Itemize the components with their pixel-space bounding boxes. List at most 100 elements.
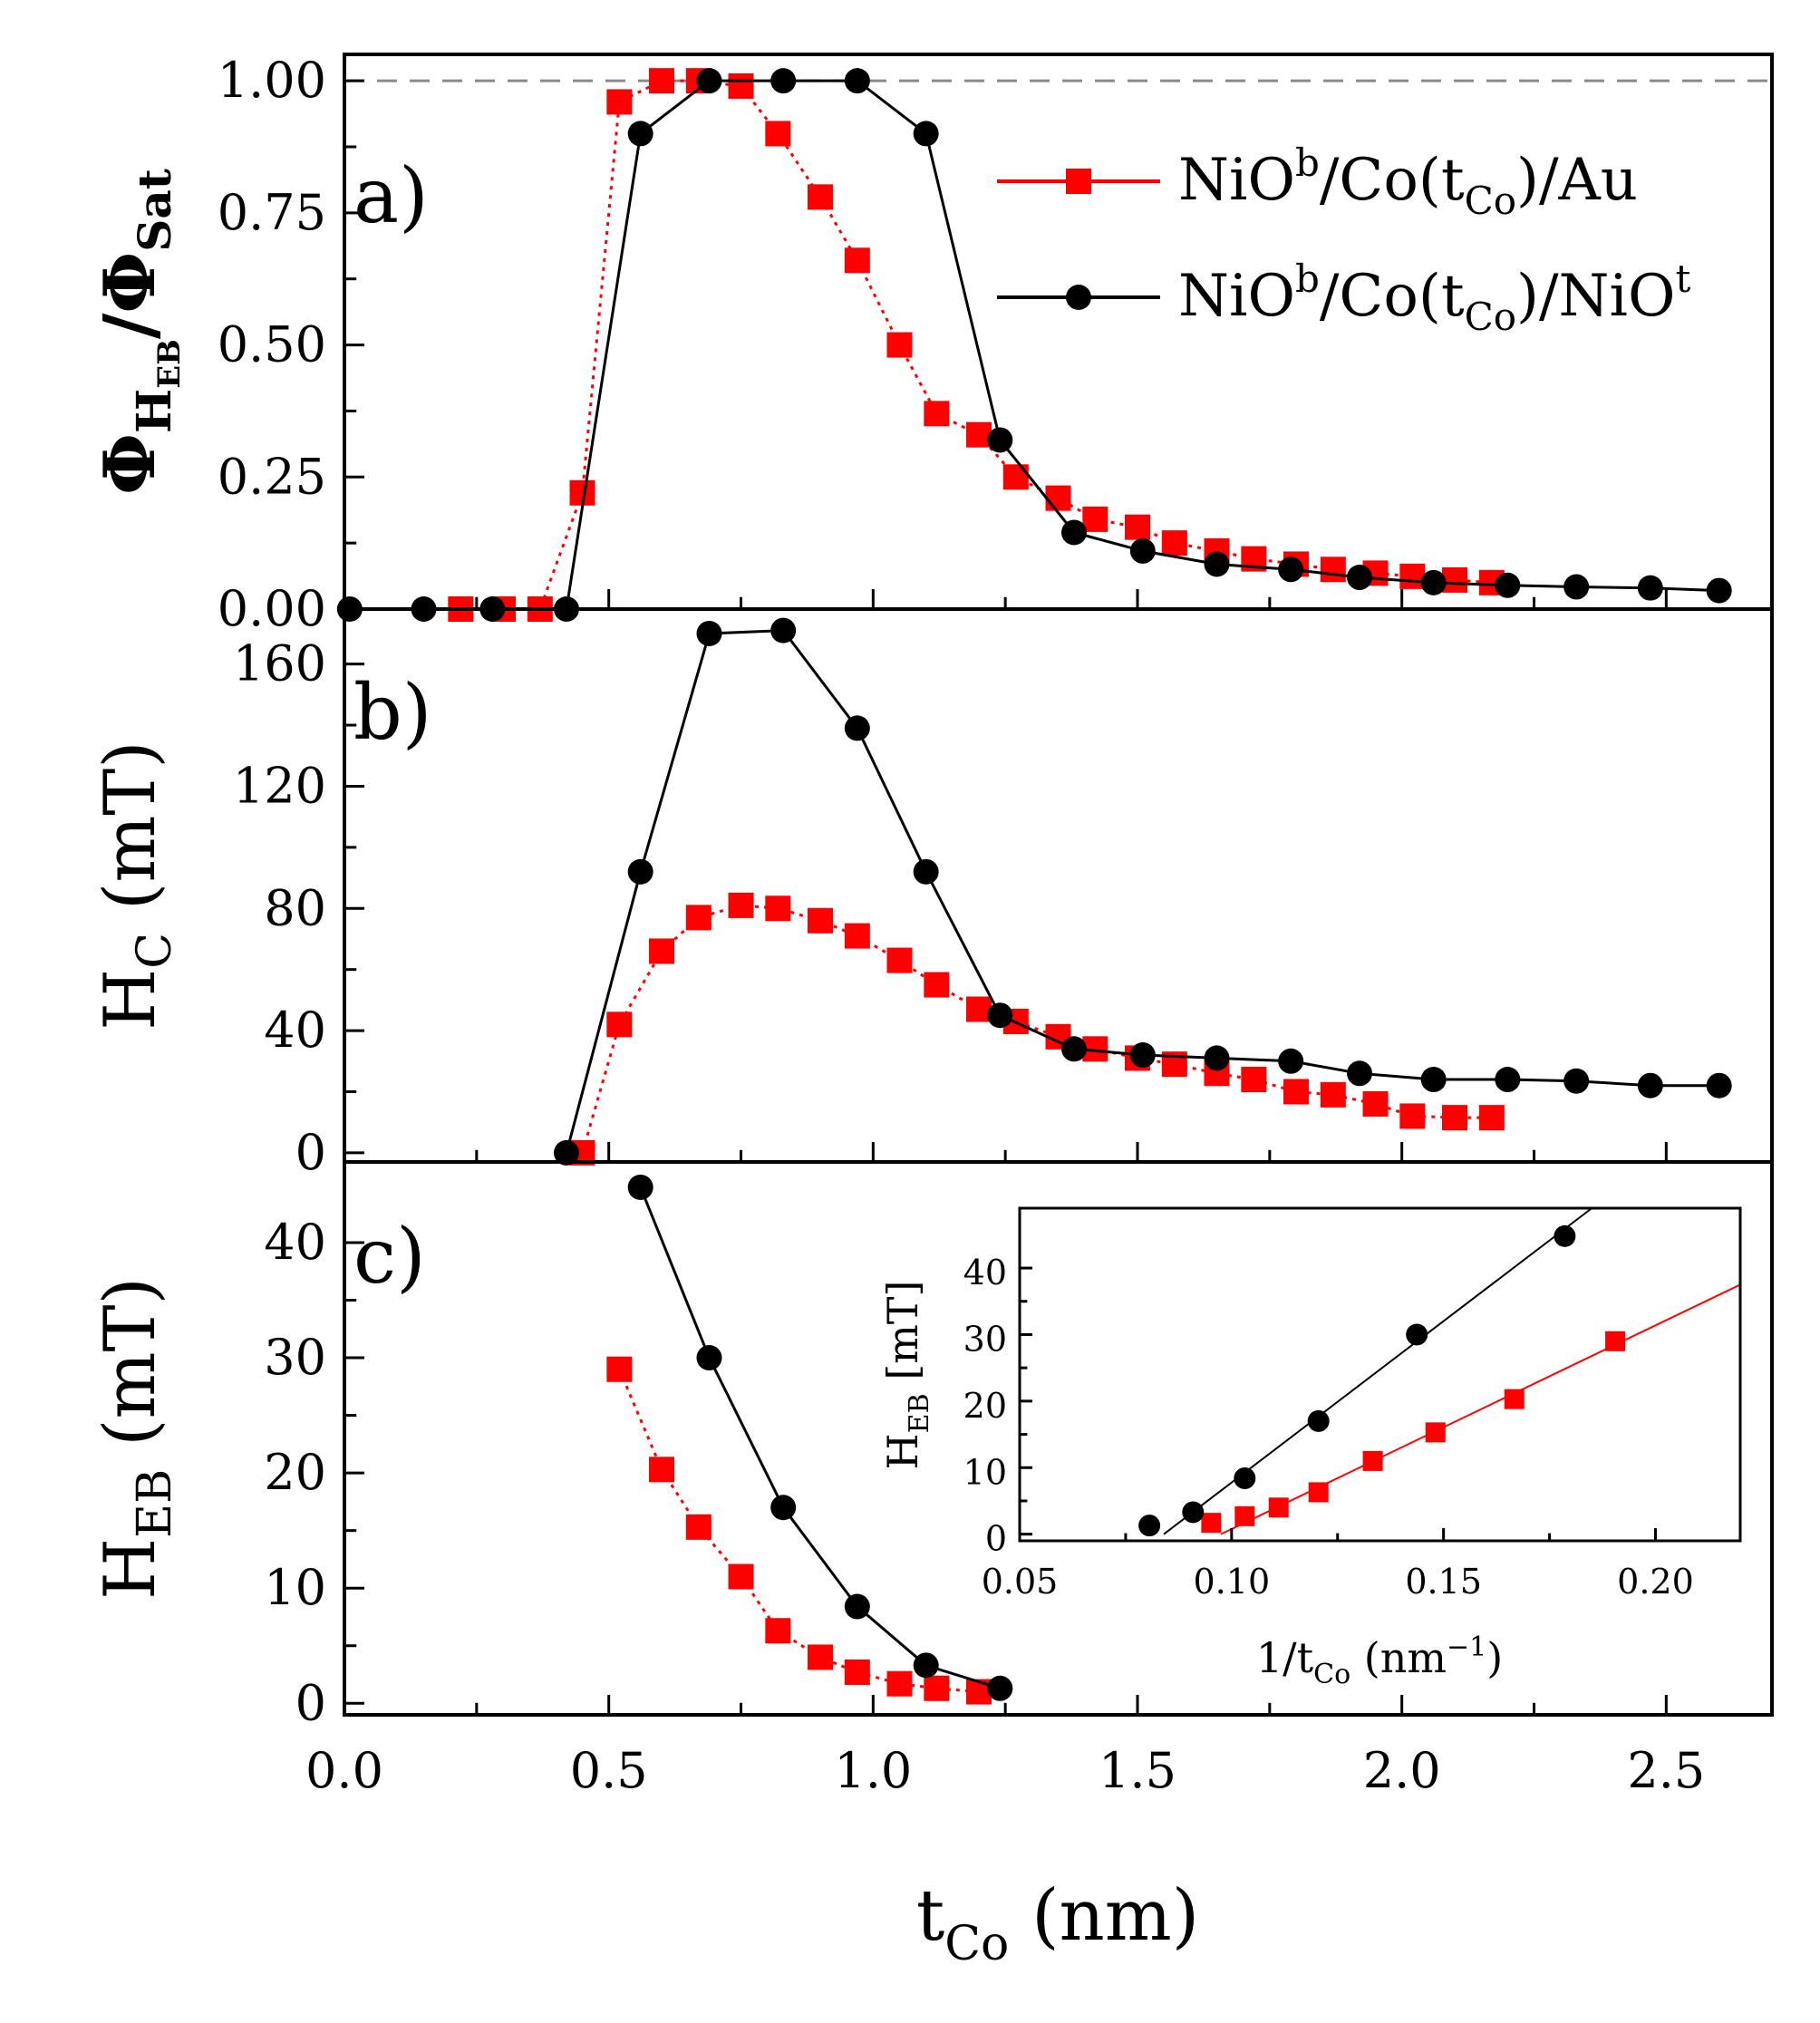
chart-1-nio-co-au-point-9 — [924, 972, 950, 998]
chart-0-nio-co-au-point-7 — [728, 73, 754, 99]
xlabel-t: t — [916, 1875, 944, 1957]
inset-x-tick-label-1: 0.10 — [1194, 1562, 1271, 1602]
legend-marker-0 — [1066, 169, 1091, 194]
chart-0-nio-co-nio-point-6 — [770, 68, 797, 94]
chart-1-nio-co-au-point-6 — [808, 907, 833, 934]
panel-label-c: c) — [353, 1212, 426, 1301]
legend-superscript: t — [1675, 257, 1690, 301]
chart-3-nio-co-au-point-2 — [1268, 1497, 1289, 1518]
chart-3-nio-co-au-point-0 — [1201, 1513, 1222, 1534]
inset-x-tick-label-3: 0.20 — [1617, 1562, 1694, 1602]
xlabel-unit: (nm) — [1009, 1875, 1199, 1957]
chart-3-ytick-label-0: 0 — [985, 1519, 1007, 1559]
chart-0-nio-co-au-point-4 — [606, 89, 633, 115]
chart-0-nio-co-au-point-17 — [1125, 514, 1150, 540]
legend-label-1: NiOb/Co(tCo)/NiOt — [1178, 257, 1690, 339]
legend-subscript: Co — [1465, 295, 1516, 339]
chart-1-nio-co-nio-point-11 — [1347, 1060, 1372, 1087]
chart-0-nio-co-au-point-12 — [924, 401, 950, 427]
chart-0-nio-co-au-point-15 — [1045, 485, 1071, 511]
chart-0-nio-co-nio-point-8 — [913, 121, 939, 147]
chart-1-nio-co-nio-line — [565, 629, 1719, 1154]
chart-2-nio-co-nio-point-4 — [913, 1652, 939, 1679]
chart-0-nio-co-au-point-18 — [1161, 530, 1187, 557]
legend-part: NiO — [1178, 263, 1295, 330]
chart-1-nio-co-nio-point-10 — [1278, 1048, 1304, 1074]
inset-xlabel-sub: Co — [1313, 1659, 1350, 1690]
chart-0-nio-co-nio-point-17 — [1563, 574, 1590, 600]
legend-part: NiO — [1178, 147, 1295, 214]
chart-0-nio-co-au-point-25 — [1442, 566, 1467, 593]
chart-2-nio-co-nio-point-2 — [770, 1495, 797, 1521]
ylabel-sub: H — [127, 389, 182, 433]
chart-3-nio-co-au-point-3 — [1308, 1482, 1329, 1503]
chart-1-nio-co-nio-point-15 — [1637, 1072, 1663, 1099]
inset-x-axis-title: 1/tCo (nm−1) — [1256, 1631, 1503, 1690]
chart-0-ytick-label-2: 0.50 — [218, 316, 326, 373]
chart-0-nio-co-nio-point-14 — [1347, 565, 1372, 591]
chart-0-nio-co-au-point-13 — [966, 421, 992, 448]
chart-1-nio-co-au-point-21 — [1399, 1103, 1426, 1129]
x-tick-label-3: 1.5 — [1099, 1742, 1176, 1799]
chart-2-nio-co-au-point-6 — [844, 1659, 870, 1685]
chart-1-nio-co-nio-point-1 — [627, 858, 653, 885]
x-tick-label-2: 1.0 — [834, 1742, 912, 1799]
chart-0-nio-co-nio-point-11 — [1129, 537, 1156, 564]
chart-2-ytick-label-3: 30 — [264, 1329, 326, 1386]
inset-xlabel-end: ) — [1486, 1633, 1503, 1682]
inset-ylabel-unit: [mT] — [878, 1281, 927, 1394]
chart-1-nio-co-au-point-8 — [886, 947, 913, 973]
chart-1-nio-co-nio-point-8 — [1129, 1042, 1156, 1069]
x-tick-label-0: 0.0 — [305, 1742, 383, 1799]
inset-xlabel-sup: −1 — [1447, 1631, 1486, 1663]
chart-0-ytick-label-4: 1.00 — [218, 52, 326, 109]
chart-3-nio-co-nio-point-0 — [1138, 1515, 1161, 1537]
chart-0-nio-co-nio-point-12 — [1204, 551, 1230, 577]
ylabel-subsub: EB — [151, 339, 188, 389]
chart-2-nio-co-au-point-3 — [728, 1563, 754, 1590]
chart-0-nio-co-au-point-10 — [844, 247, 870, 274]
chart-2-nio-co-au-point-4 — [765, 1618, 791, 1644]
panel-b-frame — [343, 607, 1774, 1164]
chart-0-ytick-label-3: 0.75 — [218, 184, 326, 241]
chart-2-nio-co-nio-point-0 — [627, 1174, 653, 1200]
chart-2-nio-co-au-point-8 — [924, 1675, 950, 1701]
chart-2-ytick-label-2: 20 — [264, 1444, 326, 1501]
chart-1-nio-co-nio-point-3 — [770, 617, 797, 644]
chart-1-ytick-label-2: 80 — [264, 879, 326, 936]
chart-3-ytick-label-4: 40 — [963, 1253, 1007, 1292]
chart-3-ytick-label-3: 30 — [963, 1319, 1007, 1359]
chart-3-nio-co-nio-point-1 — [1182, 1501, 1205, 1524]
chart-0-nio-co-nio-point-9 — [987, 427, 1013, 453]
chart-3-nio-co-nio-point-2 — [1234, 1467, 1256, 1490]
chart-3-nio-co-nio-point-3 — [1307, 1409, 1330, 1432]
chart-1-nio-co-nio-point-4 — [844, 715, 870, 741]
inset-ylabel-h: H — [878, 1433, 927, 1469]
ylabel-unit: (mT) — [90, 1277, 171, 1469]
chart-0-nio-co-nio-point-7 — [844, 68, 870, 94]
chart-1-nio-co-nio-point-7 — [1061, 1036, 1087, 1062]
chart-0-nio-co-au-point-8 — [765, 121, 791, 147]
chart-1-nio-co-au-line — [581, 904, 1492, 1154]
legend-superscript: b — [1295, 140, 1320, 185]
chart-2-ytick-label-1: 10 — [264, 1559, 326, 1616]
inset-xlabel-pre: 1/t — [1256, 1633, 1314, 1682]
chart-0-nio-co-au-point-5 — [649, 68, 674, 94]
panel-label-b: b) — [353, 668, 432, 757]
chart-0-nio-co-nio-point-13 — [1278, 557, 1304, 583]
legend-subscript: Co — [1465, 179, 1516, 223]
xlabel-sub: Co — [944, 1917, 1009, 1971]
chart-3-ytick-label-1: 10 — [963, 1452, 1007, 1492]
chart-1-nio-co-au-point-2 — [649, 938, 674, 964]
chart-3-nio-co-nio-point-4 — [1406, 1323, 1428, 1346]
panel-label-a: a) — [353, 151, 429, 240]
chart-1-nio-co-nio-point-12 — [1420, 1067, 1447, 1093]
chart-0-nio-co-au-point-24 — [1399, 563, 1426, 589]
panel-b-y-axis-title: HC (mT) — [90, 740, 182, 1030]
ylabel-slash: /Φ — [89, 252, 171, 339]
chart-1-nio-co-au-point-1 — [606, 1012, 633, 1038]
ylabel-unit: (mT) — [90, 740, 171, 933]
chart-2-nio-co-au-point-0 — [606, 1356, 633, 1382]
inset-y-axis-title: HEB [mT] — [878, 1281, 935, 1470]
x-tick-label-4: 2.0 — [1363, 1742, 1441, 1799]
